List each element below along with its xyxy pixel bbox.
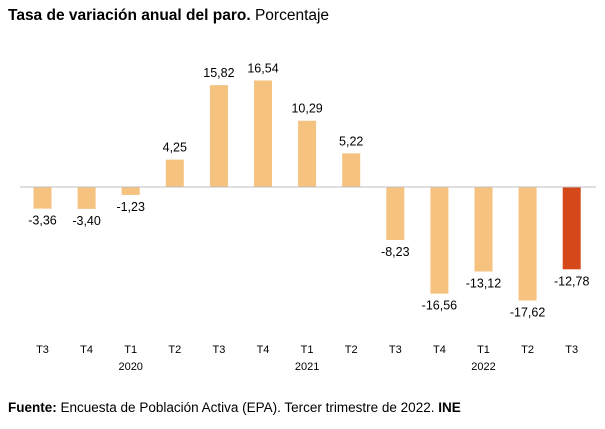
- year-label-2: 2020: [118, 361, 142, 373]
- data-label-3: 4,25: [163, 141, 187, 155]
- bar-8: [386, 187, 405, 241]
- source-text: Encuesta de Población Activa (EPA). Terc…: [60, 400, 435, 415]
- bar-1: [77, 187, 96, 209]
- data-label-5: 16,54: [247, 61, 278, 75]
- bar-10: [474, 187, 493, 272]
- x-tick-9: T4: [433, 344, 446, 356]
- data-label-1: -3,40: [72, 214, 101, 228]
- chart-title-unit: Porcentaje: [254, 7, 330, 24]
- data-label-6: 10,29: [291, 102, 322, 116]
- x-tick-11: T2: [521, 344, 534, 356]
- x-tick-8: T3: [389, 344, 402, 356]
- x-tick-2: T1: [124, 344, 137, 356]
- source-label: Fuente:: [8, 400, 57, 415]
- data-label-7: 5,22: [339, 134, 363, 148]
- bar-9: [430, 187, 449, 294]
- data-label-0: -3,36: [28, 214, 57, 228]
- data-label-2: -1,23: [116, 200, 145, 214]
- bar-2: [121, 187, 140, 195]
- data-label-10: -13,12: [466, 276, 501, 290]
- x-tick-1: T4: [80, 344, 93, 356]
- x-tick-6: T1: [301, 344, 314, 356]
- bar-3: [165, 159, 184, 187]
- bar-chart: -3,36 T3 -3,40 T4 -1,23 T1 2020 4,25 T2 15,82 T3 16…: [20, 61, 596, 373]
- x-tick-0: T3: [36, 344, 49, 356]
- source-note: Fuente: Encuesta de Población Activa (EP…: [8, 400, 461, 415]
- chart-title-bold: Tasa de variación anual del paro.: [8, 7, 251, 24]
- x-tick-10: T1: [477, 344, 490, 356]
- data-label-4: 15,82: [203, 66, 234, 80]
- chart-title: Tasa de variación anual del paro. Porcen…: [8, 7, 329, 25]
- data-label-12: -12,78: [554, 274, 589, 288]
- x-tick-4: T3: [212, 344, 225, 356]
- bar-4: [209, 85, 228, 187]
- x-tick-3: T2: [168, 344, 181, 356]
- x-tick-7: T2: [345, 344, 358, 356]
- bar-11: [518, 187, 537, 301]
- bar-0: [33, 187, 52, 209]
- data-label-11: -17,62: [510, 305, 545, 319]
- year-label-6: 2021: [295, 361, 319, 373]
- bar-12: [562, 187, 581, 270]
- data-label-9: -16,56: [422, 299, 457, 313]
- data-label-8: -8,23: [381, 245, 410, 259]
- bar-5: [254, 80, 272, 187]
- bar-7: [342, 153, 361, 187]
- x-tick-5: T4: [257, 344, 270, 356]
- x-tick-12: T3: [565, 344, 578, 356]
- source-org: INE: [438, 400, 461, 415]
- year-label-10: 2022: [471, 361, 495, 373]
- bar-6: [298, 120, 317, 187]
